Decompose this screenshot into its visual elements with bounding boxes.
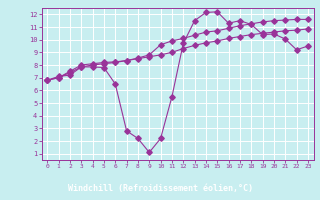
Text: Windchill (Refroidissement éolien,°C): Windchill (Refroidissement éolien,°C) [68,184,252,193]
